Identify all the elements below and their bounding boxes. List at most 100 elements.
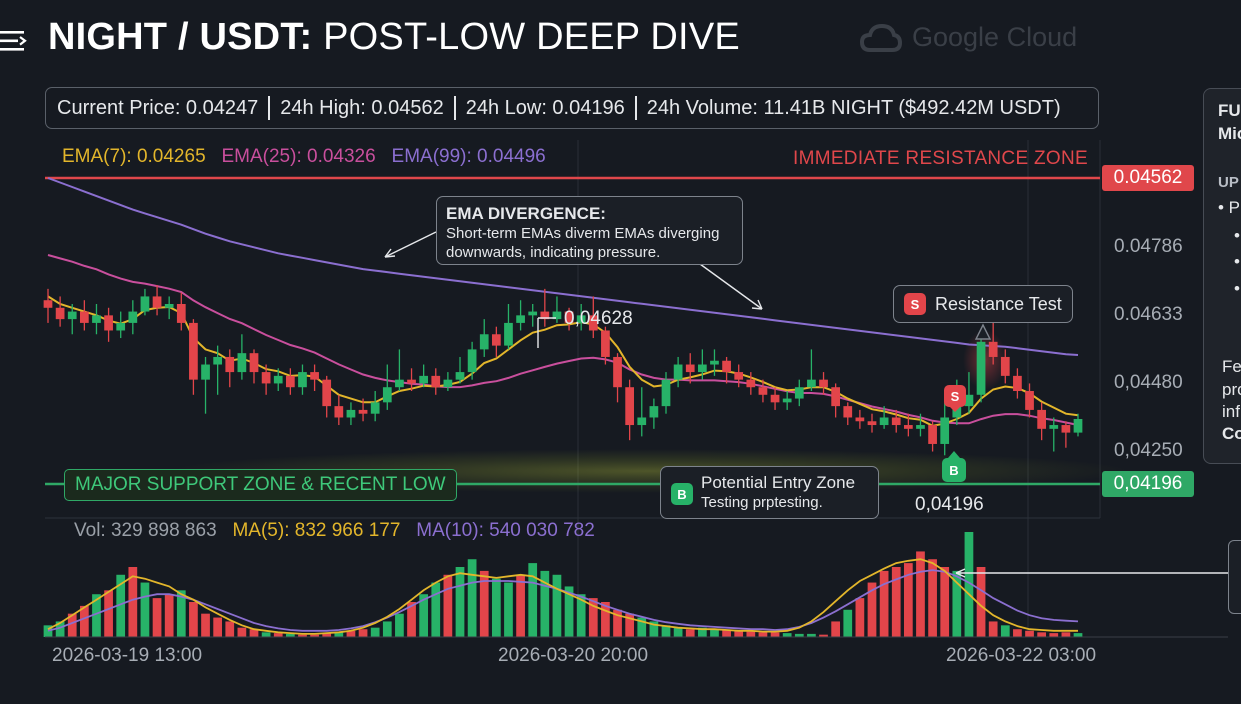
candle-body [1025, 391, 1034, 410]
arrowhead [384, 248, 396, 258]
page-title-subtitle: POST-LOW DEEP DIVE [312, 16, 740, 58]
volume-bar [867, 582, 877, 637]
candle [189, 319, 198, 395]
candle-body [310, 372, 319, 380]
candle [601, 326, 610, 365]
peak-price-label: 0,04628 [564, 308, 633, 329]
candle [564, 307, 574, 331]
volume-bar [116, 574, 126, 637]
candle-body [104, 315, 113, 331]
candle-body [601, 330, 610, 357]
volume-bar [576, 594, 586, 637]
volume-bar [128, 567, 138, 637]
volume-bar [467, 559, 477, 637]
candle [879, 406, 889, 429]
panel-line: • [1234, 279, 1240, 298]
candle-body [576, 315, 586, 323]
legend-ema99: EMA(99): 0.04496 [391, 146, 546, 167]
volume-bar [479, 570, 489, 637]
ema-lines [47, 177, 1079, 427]
candle [79, 300, 89, 331]
candle-body [649, 406, 659, 418]
candle [976, 334, 986, 403]
candle-body [382, 387, 392, 403]
ema99-line [47, 177, 1079, 356]
candle-body [322, 379, 332, 407]
candle-body [176, 304, 186, 323]
candle [528, 304, 538, 327]
candle [1000, 349, 1010, 384]
y-tick-label: 0,04250 [1114, 440, 1183, 461]
callout-pointer [974, 323, 992, 340]
market-stats-bar: Current Price: 0.04247 24h High: 0.04562… [45, 87, 1099, 129]
volume-bar [1061, 632, 1071, 637]
candle-body [940, 417, 950, 444]
volume-bar [370, 627, 380, 637]
volume-bar [395, 613, 404, 637]
fundamentals-panel[interactable]: FUN Mic UP • P • • • Fe pro inf Co [1203, 88, 1241, 464]
volume-bar [903, 563, 913, 637]
panel-line: • P [1218, 198, 1241, 217]
candle-body [43, 300, 53, 308]
candle [225, 349, 235, 388]
ema-divergence-callout: EMA DIVERGENCE: Short-term EMAs diverm E… [436, 196, 743, 265]
volume-bar [201, 613, 210, 637]
page-title-pair: NIGHT / USDT: [48, 16, 313, 58]
volume-bar [758, 632, 768, 637]
candle [710, 349, 719, 376]
candle [940, 402, 950, 456]
volume-bar [431, 582, 441, 637]
callout-title: EMA DIVERGENCE: [446, 204, 606, 223]
volume-bar [770, 632, 780, 637]
candle-body [116, 322, 126, 331]
candle-body [661, 379, 671, 407]
candle [237, 334, 247, 380]
stat-24h-low: 24h Low: 0.04196 [465, 96, 625, 119]
volume-bar [249, 629, 259, 637]
candle-body [758, 387, 768, 395]
candle-body [916, 425, 925, 429]
stat-divider [634, 96, 637, 120]
buy-marker [942, 458, 966, 482]
sell-marker [944, 385, 966, 407]
candle-body [819, 379, 828, 388]
buy-marker-tail [948, 451, 960, 458]
callout-title: Potential Entry Zone [701, 473, 856, 492]
y-tick-label: 0.04633 [1114, 304, 1183, 325]
volume-bar [601, 602, 610, 637]
candle [213, 345, 223, 395]
menu-icon[interactable] [0, 28, 28, 54]
volume-bar [152, 598, 162, 637]
candle [649, 398, 659, 429]
cloud-icon [860, 23, 902, 52]
resistance-price-tag: 0.04562 [1102, 165, 1194, 191]
candle-body [225, 356, 235, 373]
volume-bar [455, 567, 465, 637]
candle [831, 383, 841, 418]
volume-bar [189, 602, 198, 637]
candle [310, 364, 319, 391]
candle-body [467, 349, 477, 373]
candle-body [407, 379, 416, 384]
candle-body [673, 364, 683, 380]
candle-body [928, 425, 937, 444]
candle [43, 288, 53, 323]
candle [855, 409, 865, 429]
buy-badge: B [671, 483, 693, 505]
arrowhead [955, 568, 966, 578]
candle-body [843, 406, 853, 418]
candle [116, 311, 126, 339]
candle [1049, 417, 1059, 452]
candle-body [140, 296, 150, 312]
candle-body [67, 311, 77, 320]
candle-body [964, 394, 974, 407]
x-tick-label: 2026-03-22 03:00 [946, 645, 1097, 666]
candle-body [1037, 409, 1047, 429]
candle [673, 356, 683, 388]
candle [540, 288, 550, 327]
candle-body [334, 406, 344, 418]
volume-bar [1000, 625, 1010, 637]
volume-bar [928, 559, 937, 637]
candle [1025, 383, 1034, 418]
